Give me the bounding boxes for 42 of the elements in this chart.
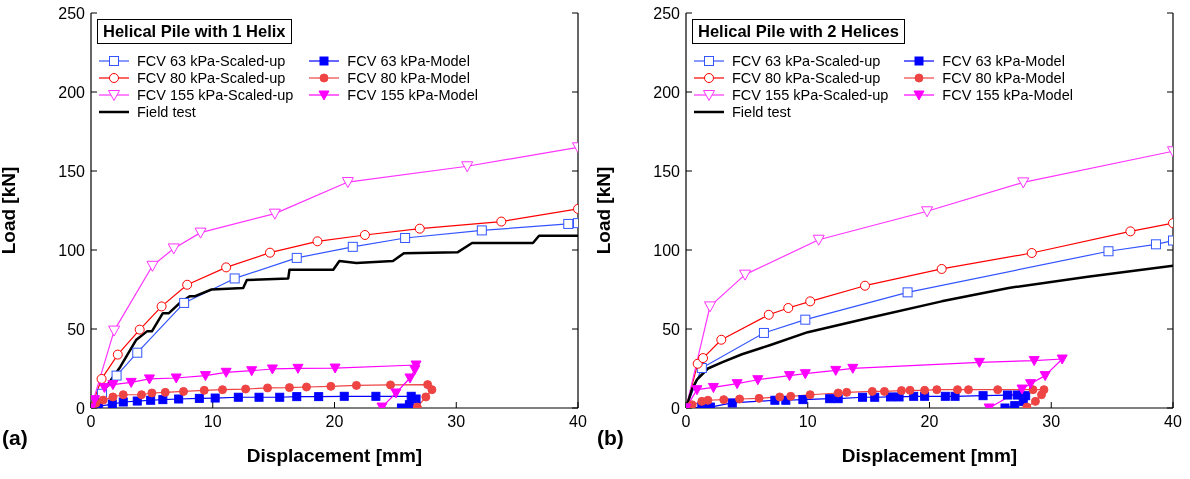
x-tick-label: 10 [798,413,817,431]
x-tick-label: 30 [1042,413,1061,431]
text: Helical Pile with 1 Helix [97,19,292,44]
legend-label: FCV 80 kPa-Scaled-up [137,70,286,86]
y-tick-label: 150 [653,162,681,180]
legend-label: FCV 155 kPa-Model [942,87,1073,103]
x-axis-title: Displacement [mm] [841,445,1018,466]
x-axis-title: Displacement [mm] [246,445,423,466]
legend-label: FCV 80 kPa-Scaled-up [732,70,881,86]
y-axis-title: Load [kN] [592,166,614,255]
x-tick-label: 40 [1164,413,1182,431]
x-tick-label: 40 [569,413,587,431]
legend-label: FCV 80 kPa-Model [942,70,1065,86]
y-tick-label: 200 [653,83,681,101]
legend-label: Field test [732,104,791,120]
y-tick-label: 150 [58,162,86,180]
text: Helical Pile with 2 Helices [692,19,905,44]
legend-label: FCV 63 kPa-Model [347,53,470,69]
y-tick-label: 100 [653,241,681,259]
legend-label: FCV 63 kPa-Scaled-up [732,53,881,69]
x-tick-label: 30 [447,413,466,431]
text: (a) [2,426,28,450]
y-tick-label: 250 [58,4,86,22]
y-tick-label: 200 [58,83,86,101]
legend-label: FCV 155 kPa-Model [347,87,478,103]
x-tick-label: 20 [325,413,344,431]
y-tick-label: 50 [67,320,86,338]
legend-label: FCV 155 kPa-Scaled-up [732,87,889,103]
text: (b) [597,426,624,450]
y-tick-label: 250 [653,4,681,22]
legend-label: FCV 63 kPa-Model [942,53,1065,69]
x-tick-label: 10 [203,413,222,431]
y-tick-label: 100 [58,241,86,259]
y-tick-label: 0 [671,399,681,417]
legend-label: FCV 63 kPa-Scaled-up [137,53,286,69]
legend-label: FCV 155 kPa-Scaled-up [137,87,294,103]
y-axis-title: Load [kN] [0,166,19,255]
y-tick-label: 50 [662,320,681,338]
legend-label: FCV 80 kPa-Model [347,70,470,86]
x-tick-label: 20 [920,413,939,431]
y-tick-label: 0 [76,399,86,417]
legend-label: Field test [137,104,196,120]
